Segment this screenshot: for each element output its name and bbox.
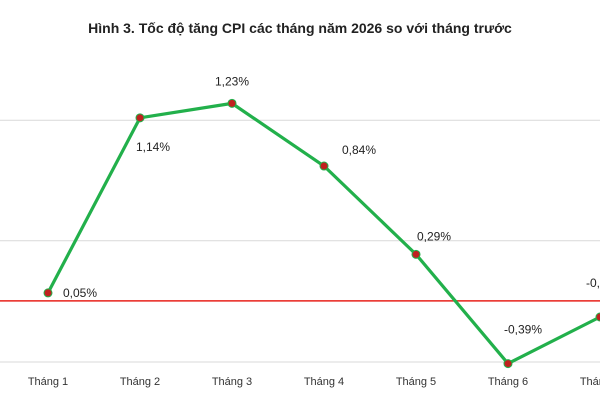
data-label-2: 1,14% bbox=[136, 140, 170, 154]
x-tick-label-6: Tháng 6 bbox=[488, 376, 528, 388]
data-label-4: 0,84% bbox=[342, 143, 376, 157]
gridlines bbox=[0, 119, 600, 363]
x-axis-ticks: Tháng 1 Tháng 2 Tháng 3 Tháng 4 Tháng 5 Tháng… bbox=[28, 376, 600, 388]
data-label-1: 0,05% bbox=[63, 286, 97, 300]
x-tick-label-2: Tháng 2 bbox=[120, 376, 160, 388]
data-label-5: 0,29% bbox=[417, 229, 451, 243]
point-1 bbox=[43, 288, 53, 298]
data-label-7: -0,1 bbox=[586, 276, 600, 290]
point-2 bbox=[135, 113, 145, 123]
x-tick-label-5: Tháng 5 bbox=[396, 376, 436, 388]
point-6 bbox=[503, 359, 513, 369]
point-5 bbox=[411, 249, 421, 259]
point-7 bbox=[595, 312, 600, 322]
data-label-6: -0,39% bbox=[504, 323, 542, 337]
chart-title: Hình 3. Tốc độ tăng CPI các tháng năm 20… bbox=[88, 20, 512, 36]
x-tick-label-4: Tháng 4 bbox=[304, 376, 344, 388]
x-tick-label-1: Tháng 1 bbox=[28, 376, 68, 388]
point-3 bbox=[227, 98, 237, 108]
x-tick-label-3: Tháng 3 bbox=[212, 376, 252, 388]
data-labels: 0,05% 1,14% 1,23% 0,84% 0,29% -0,39% -0,1 bbox=[63, 74, 600, 336]
point-4 bbox=[319, 161, 329, 171]
x-tick-label-7: Tháng 7 bbox=[580, 376, 600, 388]
data-label-3: 1,23% bbox=[215, 74, 249, 88]
markers bbox=[43, 98, 600, 369]
